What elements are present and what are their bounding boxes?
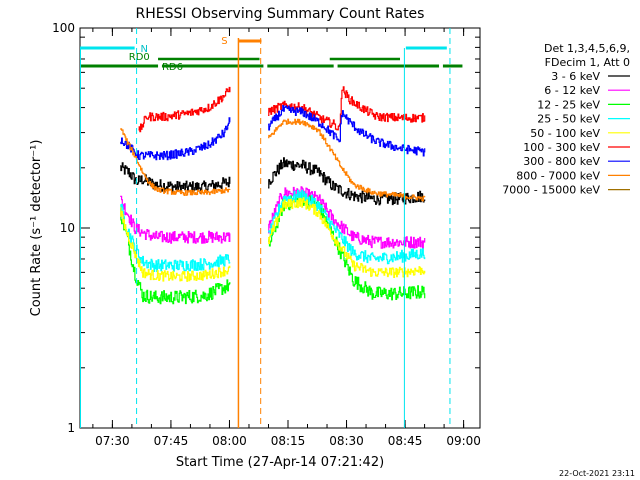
series-line [268,105,426,157]
series-line [268,197,426,278]
series-line [268,86,426,131]
chart-title: RHESSI Observing Summary Count Rates [136,6,425,22]
series-line [120,117,231,161]
legend-entry-label: 100 - 300 keV [523,141,600,154]
y-tick-label: 1 [67,421,75,435]
series-line [120,207,231,282]
rd6-flag-label: RD6 [162,62,183,73]
night-flag-label: N [140,44,147,55]
legend-entry-label: 7000 - 15000 keV [502,184,600,197]
legend-entry-label: 25 - 50 keV [537,113,600,126]
legend-entry-label: 3 - 6 keV [551,70,600,83]
series-line [120,128,231,196]
x-tick-label: 07:45 [154,434,189,448]
x-tick-label: 08:15 [271,434,306,448]
legend-entry-label: 6 - 12 keV [544,84,600,97]
series-line [268,189,426,265]
x-tick-label: 08:00 [212,434,247,448]
series-line [120,203,231,272]
x-tick-label: 07:30 [95,434,130,448]
series-layer [120,86,426,305]
series-line [268,157,426,206]
legend-entry-label: 800 - 7000 keV [516,169,600,182]
axis-ticks: 07:30 07:45 08:00 08:15 08:30 08:45 09:00 1 10 10… [52,21,481,448]
x-axis-label: Start Time (27-Apr-14 07:21:42) [176,455,384,470]
series-line [120,195,231,244]
rd0-flag-label: RD0 [129,52,150,63]
series-line [120,162,231,194]
series-line [268,193,426,301]
legend-entry-label: 300 - 800 keV [523,155,600,168]
y-tick-label: 100 [52,21,75,35]
plot-frame [79,27,481,429]
x-tick-label: 09:00 [446,434,481,448]
y-axis-label: Count Rate (s⁻¹ detector⁻¹) [29,140,44,317]
legend-entry-label: 50 - 100 keV [530,127,600,140]
x-tick-label: 08:30 [329,434,364,448]
legend-entry-label: 12 - 25 keV [537,98,600,111]
x-tick-label: 08:45 [388,434,423,448]
series-line [120,208,231,305]
plot-area [79,27,481,429]
marker-lines [80,28,451,428]
saa-flag-label: S [221,36,227,47]
series-line [138,86,231,133]
footer-date: 22-Oct-2021 23:11 [559,469,635,478]
legend: Det 1,3,4,5,6,9,FDecim 1, Att 03 - 6 keV… [502,42,630,197]
legend-header-line: FDecim 1, Att 0 [545,56,630,69]
series-line [268,118,426,202]
y-tick-label: 10 [60,221,75,235]
legend-header-line: Det 1,3,4,5,6,9, [544,42,630,55]
series-line [268,186,426,249]
